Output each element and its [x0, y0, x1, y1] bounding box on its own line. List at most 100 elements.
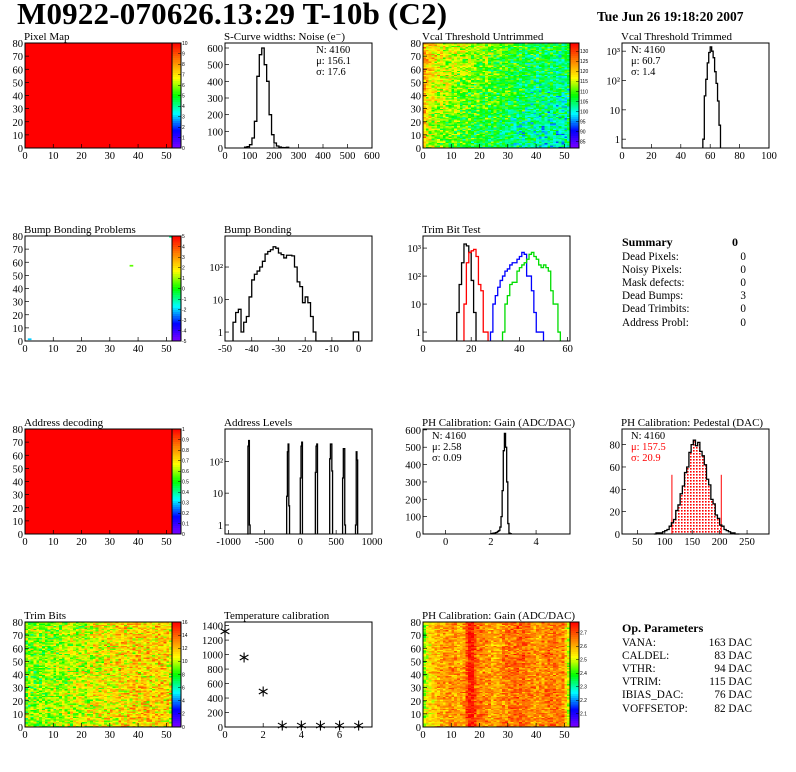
- heatmap-cell: [459, 109, 463, 112]
- heatmap-cell: [561, 46, 565, 49]
- heatmap-cell: [507, 61, 511, 63]
- heatmap-cell: [536, 125, 540, 128]
- heatmap-cell: [488, 79, 492, 82]
- heatmap-cell: [521, 85, 526, 87]
- color-scale-tick-label: 90: [580, 130, 586, 136]
- heatmap-cell: [27, 623, 31, 625]
- heatmap-cell: [482, 43, 486, 45]
- heatmap-cell: [519, 62, 523, 65]
- heatmap-cell: [459, 65, 463, 67]
- stats-line: μ: 157.5: [631, 442, 666, 453]
- heatmap-cell: [567, 137, 571, 140]
- heatmap-cell: [516, 50, 520, 53]
- heatmap-cell: [547, 46, 551, 49]
- heatmap-cell: [431, 77, 435, 79]
- x-tick-label: 600: [364, 151, 380, 162]
- heatmap-cell: [530, 73, 534, 75]
- heatmap-cell: [437, 70, 441, 73]
- heatmap-cell: [482, 112, 486, 115]
- color-scale-tick-label: 6: [182, 83, 185, 89]
- y-tick-label: 10: [610, 106, 621, 117]
- heatmap-cell: [547, 121, 551, 124]
- heatmap-cell: [473, 43, 478, 45]
- heatmap-cell: [428, 104, 432, 107]
- heatmap-cell: [519, 133, 523, 136]
- heatmap-cell: [428, 95, 432, 98]
- heatmap-cell: [431, 91, 435, 94]
- heatmap-cell: [499, 116, 503, 119]
- heatmap-cell: [538, 141, 543, 144]
- heatmap-cell: [425, 112, 429, 115]
- color-scale-band: [172, 460, 181, 463]
- heatmap-cell: [493, 83, 497, 86]
- heatmap-cell: [507, 141, 511, 144]
- heatmap-cell: [434, 75, 438, 78]
- heatmap-cell: [428, 82, 432, 84]
- heatmap-cell: [454, 134, 458, 137]
- heatmap-cell: [434, 67, 438, 70]
- heatmap-cell: [550, 83, 554, 86]
- heatmap-cell: [496, 102, 500, 104]
- x-tick-label: 150: [684, 537, 700, 548]
- heatmap-cell: [527, 96, 531, 99]
- y-tick-label: 0: [18, 144, 23, 155]
- heatmap-cell: [541, 96, 545, 99]
- heatmap-cell: [561, 141, 565, 144]
- heatmap-cell: [519, 44, 523, 46]
- heatmap-cell: [555, 107, 559, 109]
- heatmap-cell: [485, 49, 489, 52]
- heatmap-cell: [524, 54, 528, 57]
- heatmap-cell: [521, 127, 526, 129]
- heatmap-cell: [488, 45, 492, 48]
- heatmap-cell: [502, 129, 506, 132]
- heatmap-cell: [425, 95, 429, 98]
- heatmap-cell: [516, 78, 520, 81]
- heatmap-cell: [510, 127, 514, 129]
- heatmap-cell: [516, 83, 520, 86]
- color-scale-band: [570, 76, 579, 80]
- heatmap-cell: [454, 120, 458, 123]
- heatmap-cell: [550, 100, 554, 103]
- heatmap-cell: [471, 121, 475, 124]
- heatmap-cell: [555, 113, 559, 116]
- heatmap-cell: [530, 78, 534, 81]
- heatmap-cell: [473, 115, 478, 117]
- heatmap-cell: [519, 123, 523, 125]
- heatmap-cell: [493, 120, 497, 123]
- heatmap-cell: [544, 66, 548, 69]
- heatmap-cell: [434, 125, 438, 128]
- heatmap-cell: [516, 108, 520, 111]
- heatmap-cell: [465, 50, 469, 53]
- heatmap-cell: [516, 96, 520, 99]
- heatmap-cell: [507, 48, 511, 50]
- color-scale-band: [570, 70, 579, 73]
- heatmap-cell: [437, 116, 441, 119]
- heatmap-cell: [462, 144, 466, 146]
- heatmap-cell: [454, 81, 458, 83]
- heatmap-cell: [530, 81, 534, 83]
- heatmap-cell: [482, 94, 486, 96]
- heatmap-cell: [482, 66, 486, 69]
- heatmap-cell: [462, 49, 466, 52]
- heatmap-cell: [27, 652, 31, 654]
- color-scale-band: [172, 510, 181, 514]
- heatmap-cell: [462, 53, 466, 56]
- heatmap-cell: [476, 52, 480, 54]
- heatmap-cell: [513, 117, 517, 120]
- heatmap-cell: [558, 128, 562, 130]
- heatmap-cell: [27, 644, 31, 646]
- heatmap-cell: [442, 67, 446, 70]
- heatmap-cell: [454, 67, 458, 70]
- color-scale-band: [172, 317, 181, 321]
- x-tick-label: 50: [161, 537, 172, 548]
- color-scale-band: [172, 458, 181, 461]
- heatmap-cell: [541, 65, 545, 67]
- heatmap-cell: [423, 102, 427, 104]
- heatmap-cell: [496, 54, 500, 57]
- heatmap-cell: [468, 67, 472, 70]
- heatmap-cell: [530, 142, 534, 145]
- heatmap-cell: [431, 52, 435, 54]
- heatmap-cell: [527, 104, 531, 107]
- heatmap-cell: [476, 83, 480, 86]
- heatmap-cell: [451, 87, 455, 90]
